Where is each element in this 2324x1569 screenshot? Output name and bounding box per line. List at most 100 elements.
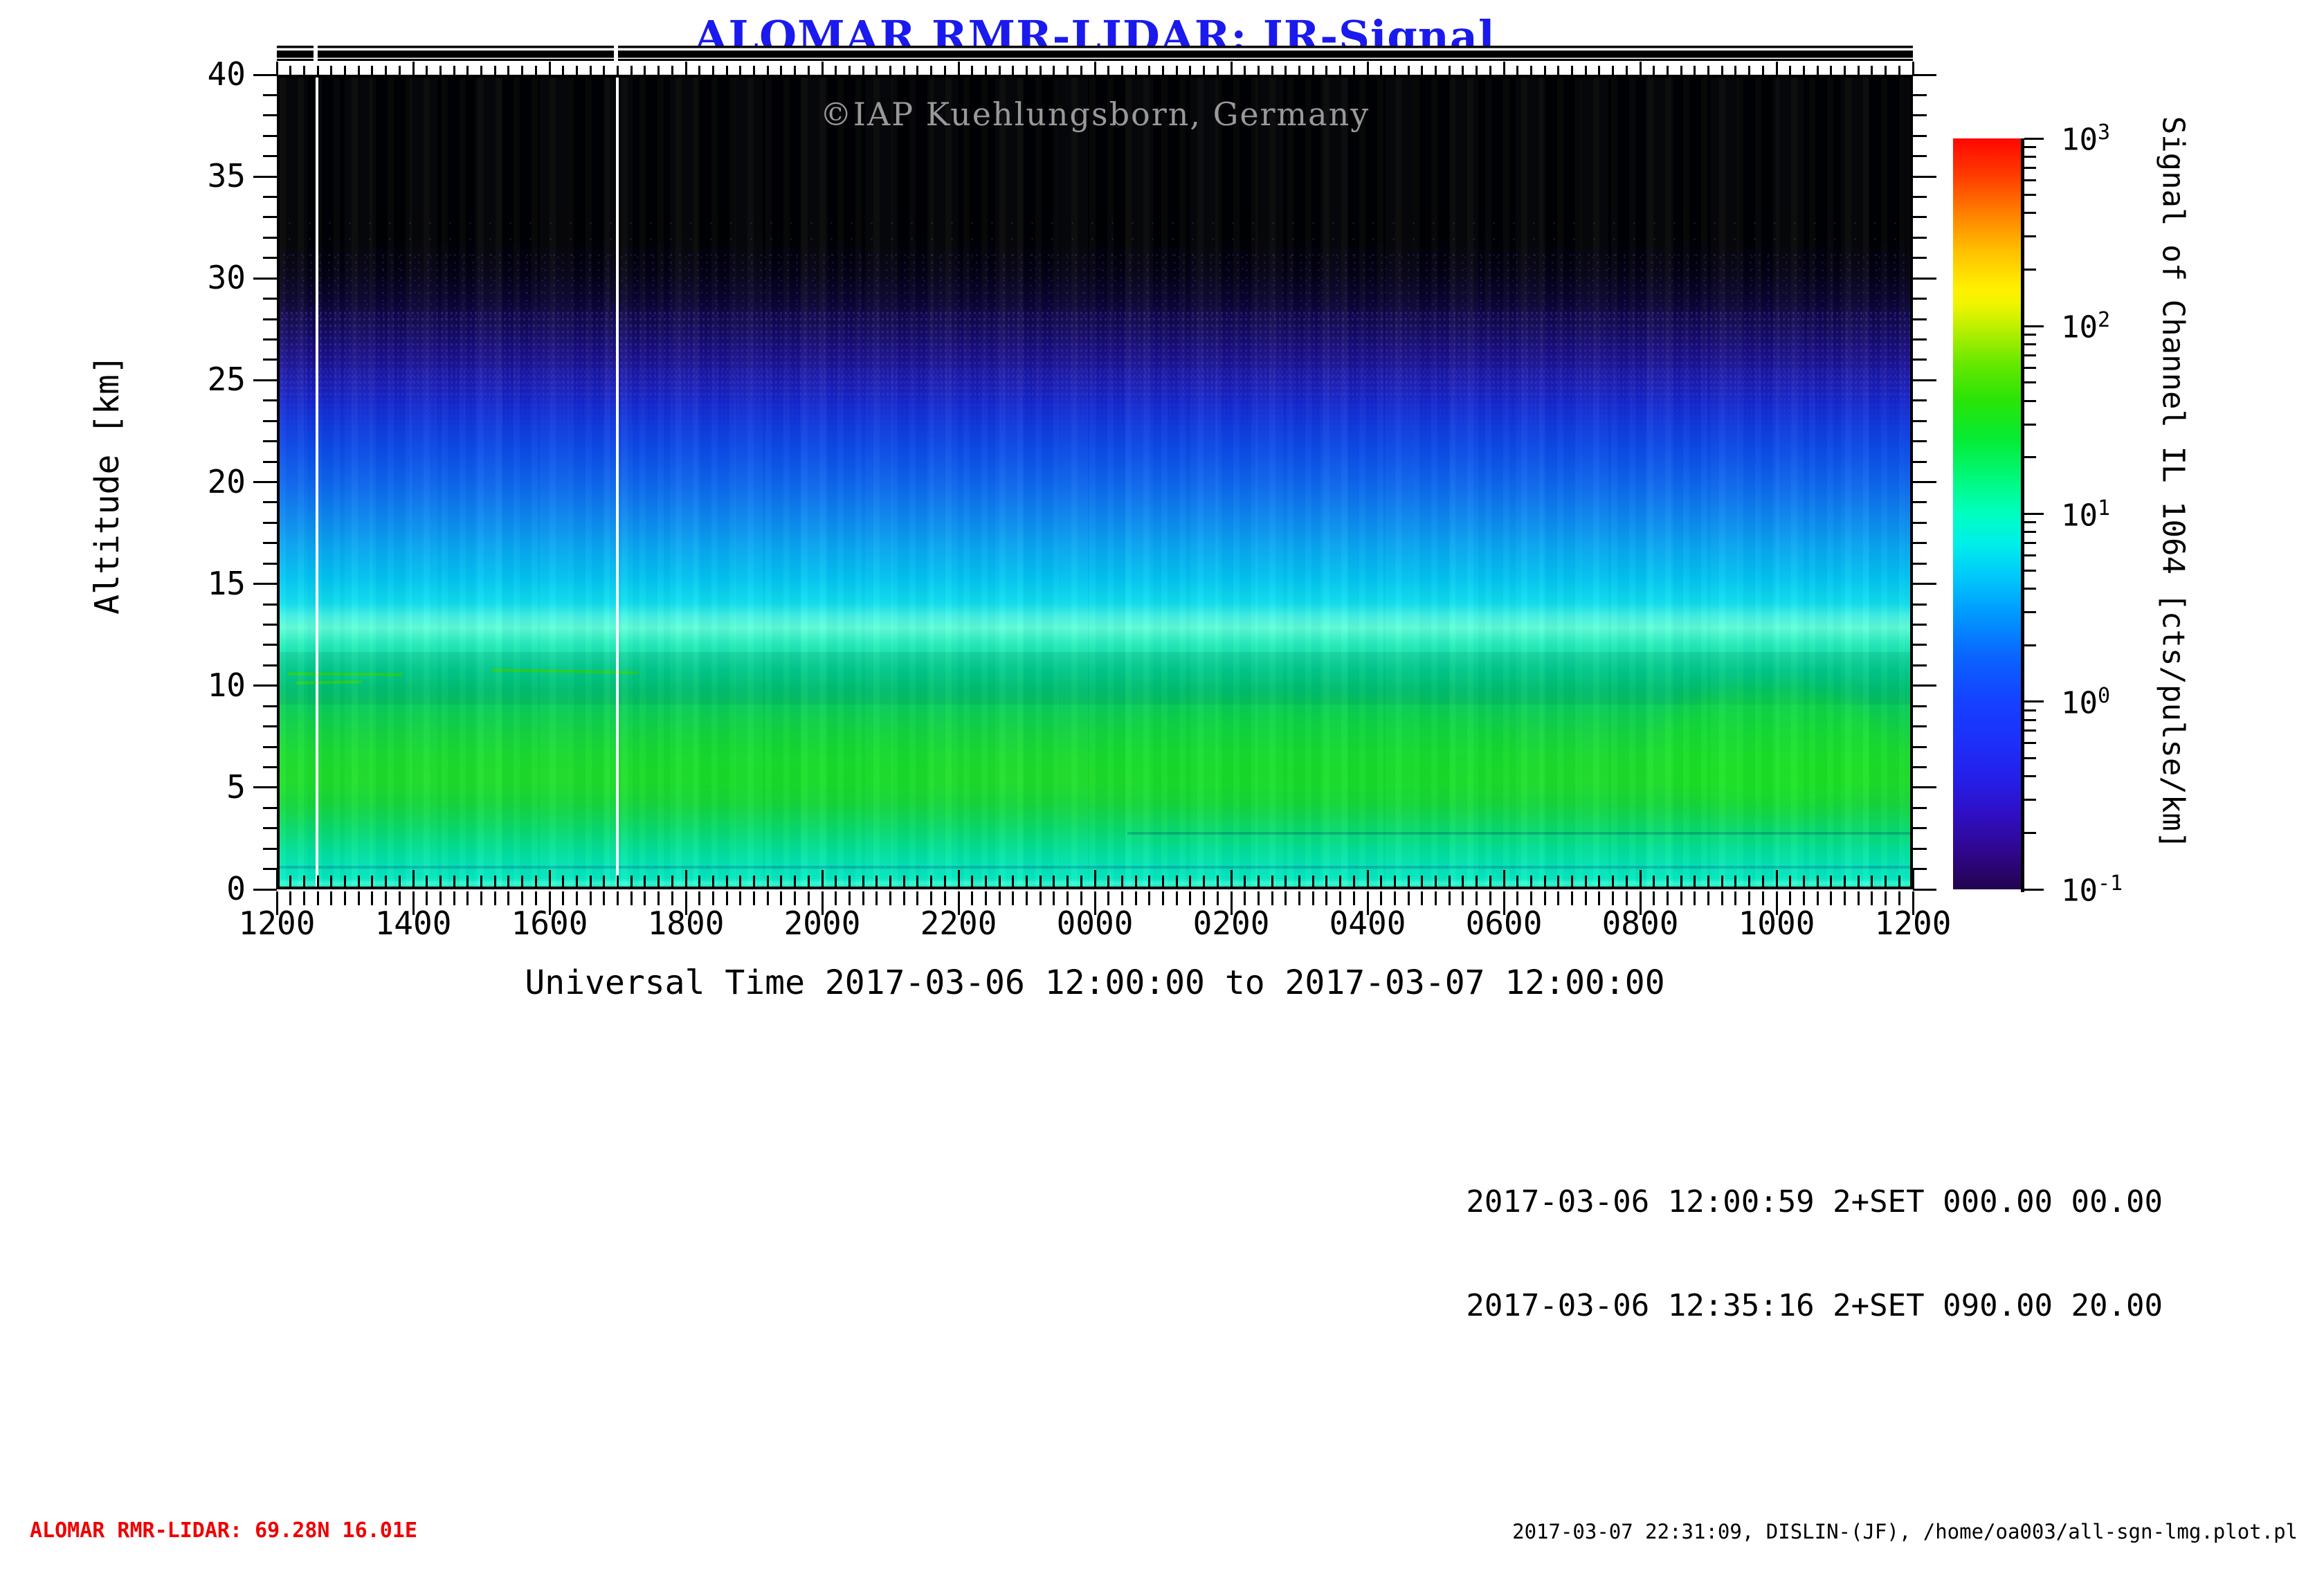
y-tick-right [1913,583,1936,586]
x-tick-bottom-outside [1366,891,1369,915]
y-tick-right [1913,664,1927,666]
y-tick-left [263,501,277,504]
x-tick-bottom-inside [1053,876,1055,889]
x-tick-bottom-outside [1734,891,1737,905]
x-tick-bottom-inside [302,876,305,889]
x-tick-bottom-inside [521,876,524,889]
y-tick-left [263,318,277,320]
x-tick-top [766,66,769,75]
y-tick-right [1913,806,1927,809]
x-tick-bottom-inside [1066,876,1069,889]
y-tick-right [1913,745,1927,748]
x-tick-bottom-inside [1489,876,1491,889]
x-tick-bottom-outside [1830,891,1833,905]
x-tick-bottom-outside [1557,891,1560,905]
x-tick-bottom-outside [630,891,633,905]
x-tick-bottom-outside [480,891,482,905]
x-tick-bottom-inside [398,876,401,889]
x-tick-bottom-inside [1339,876,1342,889]
y-tick-label: 35 [207,157,246,195]
x-tick-bottom-inside [1584,876,1587,889]
y-tick-left [253,379,277,381]
x-tick-bottom-outside [1476,891,1478,905]
x-tick-top [1134,66,1137,75]
colorbar-minor-tick [2024,145,2036,148]
x-tick-top [1026,66,1028,75]
colorbar [1953,138,2021,889]
colorbar-tick-label: 103 [2061,120,2111,158]
x-tick-bottom-inside [1476,876,1478,889]
y-tick-left [263,827,277,830]
x-tick-top [1666,66,1669,75]
x-tick-top [1039,66,1042,75]
x-tick-top [302,66,305,75]
status-gap-1 [314,46,318,61]
x-tick-bottom-inside [711,876,714,889]
y-tick-left [263,155,277,158]
x-tick-top [1407,66,1410,75]
x-tick-bottom-inside [657,876,660,889]
x-tick-label: 0000 [1056,905,1134,942]
x-tick-bottom-outside [725,891,728,905]
y-tick-left [263,216,277,219]
y-tick-label: 25 [207,361,246,399]
x-tick-bottom-outside [1380,891,1383,905]
x-tick-top [1844,66,1846,75]
x-tick-top [289,66,292,75]
x-tick-bottom-inside [1761,876,1764,889]
x-tick-bottom-inside [412,870,415,889]
x-tick-bottom-outside [1653,891,1655,905]
x-tick-bottom-outside [1039,891,1042,905]
y-tick-right [1913,175,1936,178]
colorbar-minor-tick [2024,831,2036,834]
x-tick-bottom-outside [371,891,374,905]
y-tick-left [263,419,277,422]
x-tick-top [930,66,933,75]
x-tick-bottom-inside [507,876,510,889]
x-tick-top [1775,62,1778,75]
x-tick-bottom-outside [1053,891,1055,905]
x-tick-top [684,62,687,75]
x-tick-bottom-outside [1761,891,1764,905]
x-tick-top [1162,66,1164,75]
x-tick-bottom-inside [534,876,537,889]
x-tick-bottom-inside [1012,876,1015,889]
x-tick-top [1489,66,1491,75]
y-tick-left [263,460,277,463]
x-tick-top [1653,66,1655,75]
x-tick-bottom-inside [1789,876,1792,889]
x-tick-top [1012,66,1015,75]
colorbar-minor-tick [2024,554,2036,557]
x-tick-top [1352,66,1355,75]
x-tick-bottom-inside [943,876,946,889]
x-tick-bottom-outside [534,891,537,905]
x-tick-top [316,66,319,75]
x-tick-bottom-inside [725,876,728,889]
x-tick-bottom-outside [1516,891,1519,905]
x-tick-top [1761,66,1764,75]
x-tick-bottom-outside [289,891,292,905]
colorbar-minor-tick [2024,521,2036,524]
x-tick-bottom-outside [398,891,401,905]
x-tick-bottom-outside [1311,891,1314,905]
x-tick-bottom-outside [1203,891,1206,905]
y-tick-right [1913,888,1936,891]
x-tick-top [1462,66,1464,75]
annotation-line-2: 2017-03-06 12:35:16 2+SET 090.00 20.00 [1466,1288,2163,1323]
x-tick-top [412,62,415,75]
y-tick-label: 30 [207,259,246,297]
x-tick-bottom-outside [1612,891,1615,905]
x-tick-bottom-inside [1844,876,1846,889]
y-tick-label: 0 [226,870,246,907]
x-tick-bottom-outside [1543,891,1546,905]
x-tick-bottom-inside [794,876,797,889]
colorbar-minor-tick [2024,729,2036,732]
y-tick-left [263,623,277,626]
x-tick-top [589,66,592,75]
x-tick-bottom-outside [1080,891,1082,905]
x-tick-bottom-outside [493,891,496,905]
x-tick-bottom-outside [603,891,606,905]
x-tick-bottom-inside [357,876,360,889]
x-tick-bottom-inside [1571,876,1573,889]
